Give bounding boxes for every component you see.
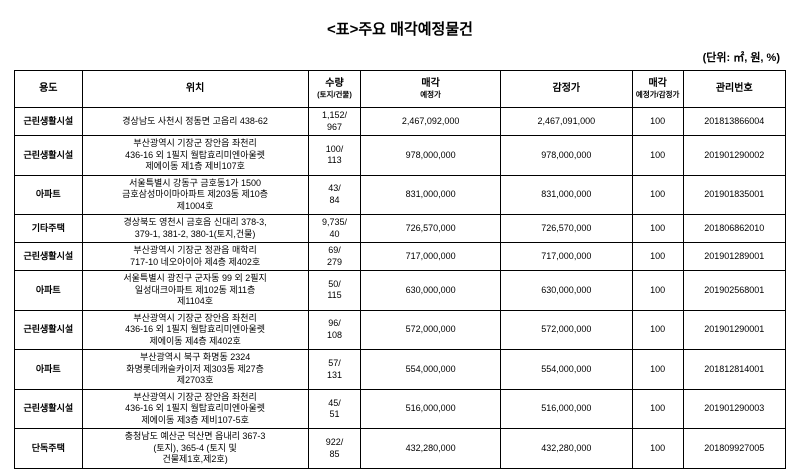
cell-sale-price: 630,000,000 xyxy=(360,270,501,311)
cell-management-no: 201809927005 xyxy=(682,428,787,469)
cell-management-no: 201901290001 xyxy=(682,309,787,351)
cell-location: 서울특별시 광진구 군자동 99 외 2필지 일성대크아파트 제102동 제11층… xyxy=(81,270,309,311)
cell-rate: 100 xyxy=(631,270,684,311)
cell-use: 아파트 xyxy=(14,270,83,311)
cell-appraisal: 554,000,000 xyxy=(499,349,633,390)
cell-quantity: 43/84 xyxy=(307,174,362,216)
cell-location: 서울특별시 강동구 금호동1가 1500 금호삼성마이마아파트 제203동 제10… xyxy=(81,174,309,216)
cell-use: 근린생활시설 xyxy=(14,135,83,176)
table-row: 근린생활시설 부산광역시 기장군 장안읍 좌천리 436-16 외 1필지 월탑효리… xyxy=(14,309,787,351)
cell-quantity: 45/51 xyxy=(307,388,362,430)
cell-quantity: 50/115 xyxy=(307,270,362,311)
cell-management-no: 201901290003 xyxy=(682,388,787,430)
table-header-row: 용도 위치 수량 (토지/건물) 매각 예정가 감정가 매각 예정가/감정가 관리번호 xyxy=(14,70,787,108)
cell-management-no: 201813866004 xyxy=(682,106,787,137)
cell-quantity: 57/131 xyxy=(307,349,362,390)
column-header-quantity: 수량 (토지/건물) xyxy=(307,70,362,108)
cell-rate: 100 xyxy=(631,174,684,216)
column-header-location: 위치 xyxy=(81,70,309,108)
cell-management-no: 201806862010 xyxy=(682,214,787,244)
cell-management-no: 201901290002 xyxy=(682,135,787,176)
cell-sale-price: 978,000,000 xyxy=(360,135,501,176)
cell-quantity: 96/108 xyxy=(307,309,362,351)
column-header-appraisal: 감정가 xyxy=(499,70,633,108)
cell-quantity: 922/85 xyxy=(307,428,362,469)
cell-use: 근린생활시설 xyxy=(14,309,83,351)
column-header-rate: 매각 예정가/감정가 xyxy=(631,70,684,108)
table-row: 근린생활시설 부산광역시 기장군 장안읍 좌천리 436-16 외 1필지 월탑효리… xyxy=(14,388,787,430)
cell-use: 근린생활시설 xyxy=(14,388,83,430)
column-header-management-no: 관리번호 xyxy=(682,70,787,108)
page-title: <표>주요 매각예정물건 xyxy=(327,21,473,38)
cell-quantity: 69/279 xyxy=(307,242,362,272)
cell-location: 부산광역시 기장군 장안읍 좌천리 436-16 외 1필지 월탑효리미엔아울렛 제… xyxy=(81,135,309,176)
cell-sale-price: 554,000,000 xyxy=(360,349,501,390)
auction-properties-table: 용도 위치 수량 (토지/건물) 매각 예정가 감정가 매각 예정가/감정가 관리번호… xyxy=(14,70,787,469)
cell-rate: 100 xyxy=(631,214,684,244)
cell-location: 부산광역시 북구 화명동 2324 화명롯데캐슬카이저 제303동 제27층 제27… xyxy=(81,349,309,390)
cell-rate: 100 xyxy=(631,309,684,351)
cell-rate: 100 xyxy=(631,349,684,390)
cell-sale-price: 2,467,092,000 xyxy=(360,106,501,137)
cell-appraisal: 717,000,000 xyxy=(499,242,633,272)
cell-location: 경상남도 사천시 정동면 고읍리 438-62 xyxy=(81,106,309,137)
table-row: 아파트 서울특별시 광진구 군자동 99 외 2필지 일성대크아파트 제102동 제… xyxy=(14,270,787,311)
cell-use: 기타주택 xyxy=(14,214,83,244)
cell-sale-price: 572,000,000 xyxy=(360,309,501,351)
table-row: 아파트 부산광역시 북구 화명동 2324 화명롯데캐슬카이저 제303동 제27층… xyxy=(14,349,787,390)
cell-sale-price: 726,570,000 xyxy=(360,214,501,244)
cell-location: 부산광역시 기장군 정관읍 매학리 717-10 네오아이아 제4층 제402호 xyxy=(81,242,309,272)
cell-quantity: 9,735/40 xyxy=(307,214,362,244)
column-header-use: 용도 xyxy=(14,70,83,108)
table-row: 기타주택 경상북도 영천시 금호읍 신대리 378-3, 379-1, 381-2,… xyxy=(14,214,787,244)
cell-appraisal: 516,000,000 xyxy=(499,388,633,430)
cell-use: 단독주택 xyxy=(14,428,83,469)
cell-use: 아파트 xyxy=(14,174,83,216)
table-row: 단독주택 충청남도 예산군 덕산면 읍내리 367-3 (토지), 365-4 (토… xyxy=(14,428,787,469)
cell-location: 경상북도 영천시 금호읍 신대리 378-3, 379-1, 381-2, 380… xyxy=(81,214,309,244)
table-row: 아파트 서울특별시 강동구 금호동1가 1500 금호삼성마이마아파트 제203동 … xyxy=(14,174,787,216)
cell-location: 부산광역시 기장군 장안읍 좌천리 436-16 외 1필지 월탑효리미엔아울렛 제… xyxy=(81,309,309,351)
cell-management-no: 201901289001 xyxy=(682,242,787,272)
cell-use: 근린생활시설 xyxy=(14,242,83,272)
column-header-quantity-sub: (토지/건물) xyxy=(317,90,352,100)
cell-rate: 100 xyxy=(631,428,684,469)
cell-rate: 100 xyxy=(631,135,684,176)
cell-sale-price: 831,000,000 xyxy=(360,174,501,216)
cell-appraisal: 432,280,000 xyxy=(499,428,633,469)
unit-note: (단위: ㎡, 원, %) xyxy=(702,52,780,64)
table-body: 근린생활시설 경상남도 사천시 정동면 고읍리 438-62 1,152/967 2,… xyxy=(14,106,787,469)
cell-use: 아파트 xyxy=(14,349,83,390)
cell-location: 부산광역시 기장군 장안읍 좌천리 436-16 외 1필지 월탑효리미엔아울렛 제… xyxy=(81,388,309,430)
column-header-rate-sub: 예정가/감정가 xyxy=(635,90,680,100)
cell-appraisal: 630,000,000 xyxy=(499,270,633,311)
cell-appraisal: 978,000,000 xyxy=(499,135,633,176)
column-header-sale-price: 매각 예정가 xyxy=(360,70,501,108)
cell-appraisal: 2,467,091,000 xyxy=(499,106,633,137)
cell-rate: 100 xyxy=(631,388,684,430)
cell-use: 근린생활시설 xyxy=(14,106,83,137)
cell-sale-price: 516,000,000 xyxy=(360,388,501,430)
cell-appraisal: 572,000,000 xyxy=(499,309,633,351)
table-row: 근린생활시설 부산광역시 기장군 장안읍 좌천리 436-16 외 1필지 월탑효리… xyxy=(14,135,787,176)
table-row: 근린생활시설 부산광역시 기장군 정관읍 매학리 717-10 네오아이아 제4층 … xyxy=(14,242,787,272)
cell-management-no: 201812814001 xyxy=(682,349,787,390)
table-header: 용도 위치 수량 (토지/건물) 매각 예정가 감정가 매각 예정가/감정가 관리번호 xyxy=(14,70,787,108)
cell-quantity: 100/113 xyxy=(307,135,362,176)
cell-quantity: 1,152/967 xyxy=(307,106,362,137)
column-header-sale-price-sub: 예정가 xyxy=(420,90,441,100)
cell-appraisal: 726,570,000 xyxy=(499,214,633,244)
cell-appraisal: 831,000,000 xyxy=(499,174,633,216)
cell-rate: 100 xyxy=(631,242,684,272)
cell-sale-price: 432,280,000 xyxy=(360,428,501,469)
table-row: 근린생활시설 경상남도 사천시 정동면 고읍리 438-62 1,152/967 2,… xyxy=(14,106,787,137)
cell-rate: 100 xyxy=(631,106,684,137)
document-page: <표>주요 매각예정물건 (단위: ㎡, 원, %) 용도 위치 수량 (토지/건… xyxy=(14,21,787,469)
cell-management-no: 201901835001 xyxy=(682,174,787,216)
cell-management-no: 201902568001 xyxy=(682,270,787,311)
cell-sale-price: 717,000,000 xyxy=(360,242,501,272)
